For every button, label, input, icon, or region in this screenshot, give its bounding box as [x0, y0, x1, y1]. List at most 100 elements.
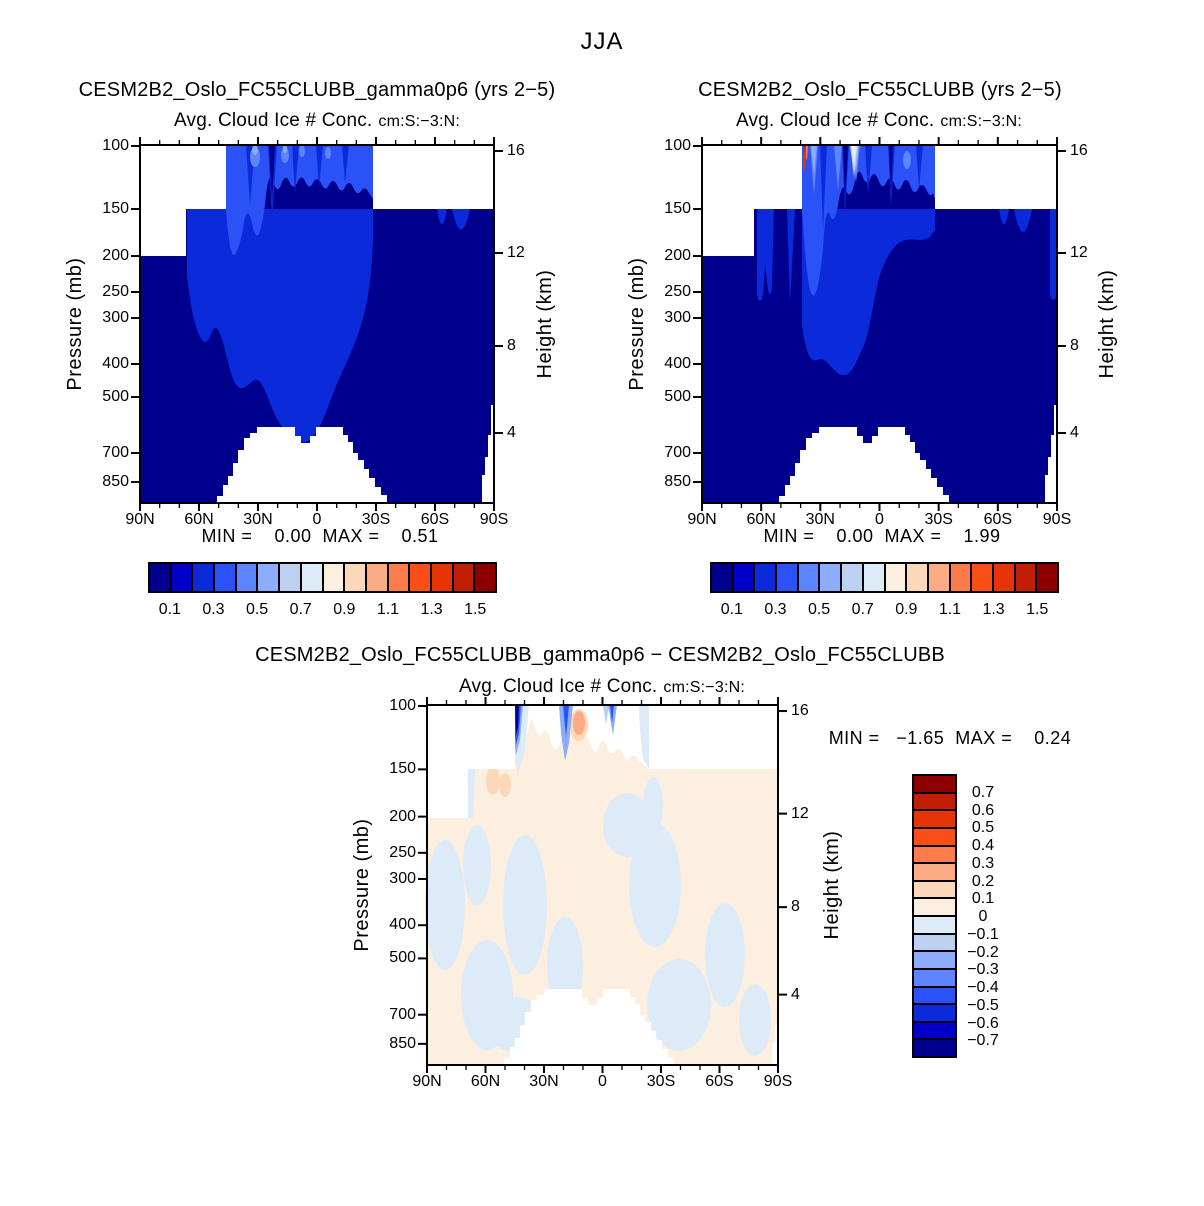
pressure-tick-label: 150: [664, 200, 691, 217]
colorbar-tick-label: 0.9: [895, 601, 918, 618]
pressure-tick-label: 300: [664, 308, 691, 326]
colorbar-box: [214, 563, 236, 592]
page-title: JJA: [580, 28, 624, 55]
polar-mask-south: [373, 145, 494, 209]
diff-blue-streak-core: [563, 705, 569, 737]
colorbar-tick-label: 0.5: [971, 819, 995, 837]
height-tick-label: 16: [507, 142, 525, 159]
colorbar-box: [279, 563, 301, 592]
panel1-height-axis-title: Height (km): [534, 269, 556, 379]
colorbar-box: [819, 563, 842, 592]
colorbar-box: [776, 563, 798, 592]
diff-blue-streak: [603, 705, 609, 725]
pressure-tick-label: 400: [102, 354, 129, 372]
lat-tick-label: 30N: [243, 511, 273, 528]
colorbar-box: [711, 563, 733, 592]
colorbar-box: [913, 898, 956, 916]
colorbar-tick-label: −0.6: [967, 1014, 999, 1032]
terrain-mask: [217, 427, 387, 503]
height-tick-label: 8: [1070, 337, 1079, 355]
panel3-pressure-axis-title: Pressure (mb): [351, 818, 373, 952]
colorbar-model1: [148, 562, 497, 593]
terrain-mask-antarctica: [482, 405, 494, 503]
colorbar-box: [913, 863, 956, 881]
colorbar-tick-label: 0.1: [971, 890, 995, 908]
contour-plot-difference: [418, 697, 787, 1073]
panel2-minmax: MIN = 0.00 MAX = 1.99: [763, 526, 1001, 546]
panel1-subtitle: Avg. Cloud Ice # Conc. cm:S:−3:N:: [110, 110, 524, 132]
colorbar-tick-label: 0.7: [971, 783, 995, 801]
colorbar-box: [365, 563, 388, 592]
pressure-tick-label: 200: [389, 807, 416, 825]
colorbar-tick-label: 0.4: [971, 837, 995, 854]
lat-tick-label: 90S: [1042, 511, 1072, 528]
pressure-tick-label: 200: [102, 247, 129, 265]
lat-tick-label: 90N: [125, 511, 155, 528]
pressure-tick-label: 250: [389, 843, 416, 861]
panel2-pressure-axis-title: Pressure (mb): [626, 257, 648, 391]
colorbar-box: [754, 563, 777, 592]
colorbar-box: [452, 563, 475, 592]
diff-salmon-spot: [486, 767, 500, 795]
pressure-tick-label: 150: [102, 200, 129, 217]
colorbar-box: [409, 563, 431, 592]
colorbar-box: [192, 563, 215, 592]
diff-blue-streak: [608, 705, 617, 735]
colorbar-box: [170, 563, 193, 592]
contour-level2-streak: [787, 209, 795, 303]
plume-lighter-spot: [283, 145, 287, 153]
height-tick-label: 8: [791, 898, 800, 916]
plume-core-center: [852, 145, 856, 157]
colorbar-tick-label: 1.1: [376, 601, 400, 618]
lat-tick-label: 60S: [705, 1073, 734, 1090]
plume-dark-spike: [916, 145, 923, 190]
pressure-tick-label: 850: [102, 472, 129, 490]
lat-tick-label: 90N: [687, 511, 717, 528]
colorbar-tick-label: 0.2: [971, 872, 995, 890]
panel2-subtitle-text: Avg. Cloud Ice # Conc.: [736, 110, 935, 131]
colorbar-tick-label: 1.3: [420, 601, 443, 618]
colorbar-tick-label: −0.3: [967, 961, 999, 979]
contour-plot-model2: [693, 137, 1066, 511]
tropopause-dip: [452, 209, 470, 230]
colorbar-box: [322, 563, 345, 592]
colorbar-box: [913, 845, 956, 864]
panel1-pressure-axis-title: Pressure (mb): [64, 257, 86, 391]
terrain-mask-antarctica: [1045, 405, 1057, 503]
pressure-tick-label: 100: [389, 697, 416, 714]
lat-tick-label: 30S: [924, 511, 953, 528]
colorbar-box: [732, 563, 755, 592]
plume-darkred-tip: [803, 145, 805, 155]
panel1-minmax: MIN = 0.00 MAX = 0.51: [201, 526, 439, 546]
height-tick-label: 4: [1070, 424, 1079, 441]
lat-tick-label: 30S: [646, 1073, 676, 1090]
pressure-tick-label: 500: [664, 387, 691, 405]
plume-lighter-streak: [811, 145, 817, 175]
panel3-minmax: MIN = −1.65 MAX = 0.24: [828, 728, 1072, 748]
colorbar-tick-label: −0.7: [967, 1032, 999, 1050]
colorbar-box: [913, 951, 956, 969]
colorbar-tick-label: 0: [978, 908, 988, 925]
colorbar-box: [913, 792, 956, 811]
plume-orange-streak: [806, 145, 808, 161]
colorbar-tick-label: 0.1: [158, 601, 181, 618]
lat-tick-label: 0: [598, 1073, 607, 1090]
colorbar-tick-label: 0.9: [333, 601, 356, 618]
colorbar-box: [913, 810, 956, 828]
panel3-height-axis-title: Height (km): [821, 830, 843, 940]
diff-salmon-spot: [573, 711, 585, 735]
colorbar-tick-label: 0.6: [971, 801, 995, 819]
diff-navy-streak: [515, 705, 519, 735]
pressure-tick-label: 700: [664, 443, 691, 461]
lat-tick-label: 90N: [412, 1073, 442, 1090]
contour-level2-column: [757, 209, 774, 301]
colorbar-box: [149, 563, 171, 592]
panel2-subtitle: Avg. Cloud Ice # Conc. cm:S:−3:N:: [672, 110, 1086, 132]
plume-light-spot: [299, 145, 305, 157]
lat-tick-label: 60N: [746, 511, 776, 528]
colorbar-box: [430, 563, 453, 592]
lat-tick-label: 60N: [184, 511, 214, 528]
lat-tick-label: 60S: [420, 511, 450, 528]
height-tick-label: 4: [791, 985, 800, 1003]
contour-plot-model1: [131, 137, 503, 511]
